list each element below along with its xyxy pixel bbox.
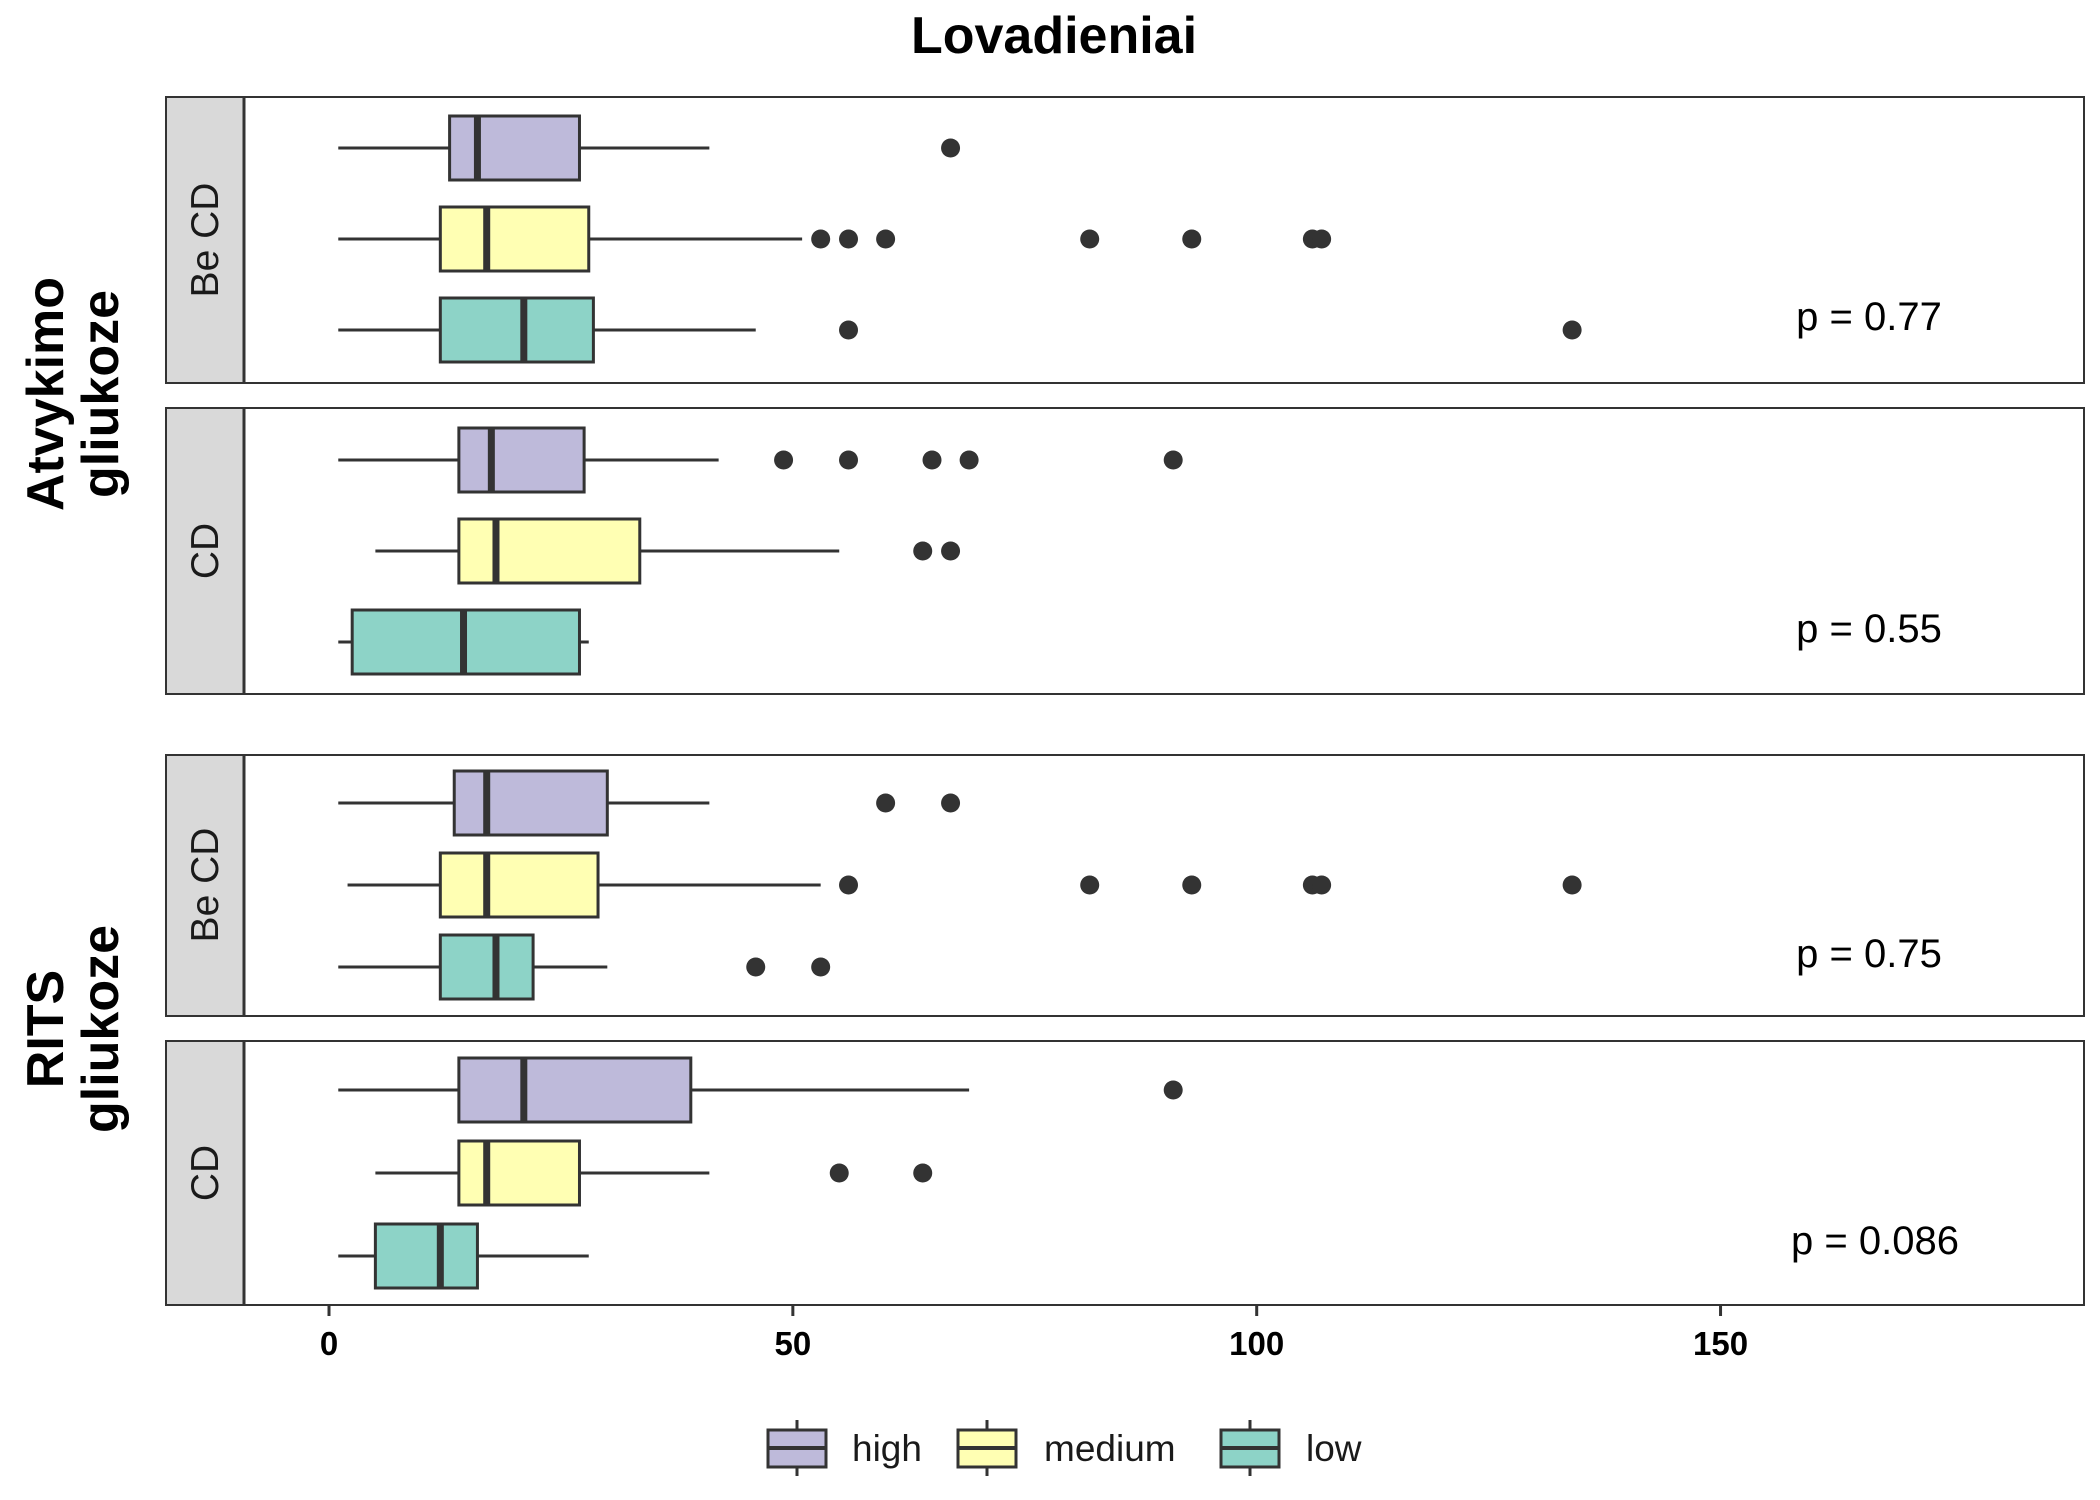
outlier-low-0: [746, 957, 766, 977]
outlier-high-0: [1163, 1080, 1183, 1100]
outlier-high-3: [959, 450, 979, 470]
panel-border: [165, 407, 2085, 695]
outlier-high-0: [941, 138, 961, 158]
panel-rits-cd: CD p = 0.086: [165, 1040, 2085, 1306]
outlier-medium-4: [1182, 229, 1202, 249]
legend-key-high: [766, 1420, 828, 1476]
box-high: [338, 769, 961, 837]
outlier-high-1: [839, 450, 859, 470]
box-iqr-high: [452, 769, 609, 837]
outlier-high-0: [876, 793, 896, 813]
p-value: p = 0.75: [1796, 932, 1942, 976]
p-value: p = 0.55: [1796, 607, 1942, 651]
box-high: [338, 426, 1183, 494]
box-high: [338, 1056, 1183, 1124]
outlier-medium-1: [839, 229, 859, 249]
x-tick-label-50: 50: [774, 1325, 811, 1362]
outlier-medium-0: [913, 541, 933, 561]
box-iqr-low: [438, 933, 535, 1001]
box-iqr-medium: [457, 1139, 581, 1207]
group-label-2-line-1: RITS: [17, 970, 75, 1088]
outlier-low-0: [839, 320, 859, 340]
x-tick-label-0: 0: [320, 1325, 338, 1362]
panel-atvykimo-be-cd: Be CD p = 0.77: [165, 96, 2085, 384]
outlier-medium-0: [811, 229, 831, 249]
strip-label: Be CD: [184, 828, 227, 943]
outlier-medium-1: [1080, 875, 1100, 895]
legend-label-high: high: [852, 1428, 922, 1469]
box-high: [338, 114, 961, 182]
panel-rits-be-cd: Be CD p = 0.75: [165, 754, 2085, 1017]
box-medium: [375, 517, 961, 585]
p-value: p = 0.77: [1796, 295, 1942, 339]
panel-boxes: [338, 1056, 1183, 1290]
box-iqr-high: [457, 426, 586, 494]
panel-border: [165, 754, 2085, 1017]
outlier-high-4: [1163, 450, 1183, 470]
outlier-high-0: [774, 450, 794, 470]
legend-label-medium: medium: [1044, 1428, 1176, 1469]
outlier-high-2: [922, 450, 942, 470]
box-iqr-high: [448, 114, 581, 182]
legend-key-medium: [956, 1420, 1018, 1476]
strip-label: CD: [184, 1145, 227, 1201]
panel-boxes: [338, 769, 1582, 1001]
x-tick-label-150: 150: [1693, 1325, 1748, 1362]
legend: high medium low: [766, 1420, 1362, 1476]
legend-key-low: [1219, 1420, 1281, 1476]
outlier-medium-0: [839, 875, 859, 895]
x-axis: 0 50 100 150: [320, 1305, 1748, 1362]
outlier-medium-0: [829, 1163, 849, 1183]
outlier-low-1: [811, 957, 831, 977]
box-low: [338, 296, 1582, 364]
box-low: [338, 1222, 589, 1290]
panel-border: [165, 96, 2085, 384]
box-medium: [338, 205, 1332, 273]
box-iqr-medium: [438, 205, 591, 273]
outlier-medium-3: [1080, 229, 1100, 249]
panel-border: [165, 1040, 2085, 1306]
box-medium: [375, 1139, 933, 1207]
box-low: [338, 933, 831, 1001]
box-iqr-high: [457, 1056, 693, 1124]
strip-background: [166, 97, 244, 383]
box-iqr-low: [373, 1222, 479, 1290]
outlier-medium-6: [1312, 229, 1332, 249]
strip-background: [166, 755, 244, 1016]
outlier-medium-5: [1562, 875, 1582, 895]
outlier-medium-2: [876, 229, 896, 249]
strip-background: [166, 1041, 244, 1305]
strip-label: Be CD: [184, 183, 227, 298]
panel-atvykimo-cd: CD p = 0.55: [165, 407, 2085, 695]
box-iqr-medium: [457, 517, 642, 585]
outlier-high-1: [941, 793, 961, 813]
group-label-1-line-2: gliukoze: [72, 290, 130, 498]
outlier-low-1: [1562, 320, 1582, 340]
p-value: p = 0.086: [1791, 1219, 1959, 1263]
outlier-medium-4: [1312, 875, 1332, 895]
strip-background: [166, 408, 244, 694]
strip-label: CD: [184, 523, 227, 579]
box-medium: [347, 851, 1582, 919]
group-label-2-line-2: gliukoze: [72, 925, 130, 1133]
outlier-medium-2: [1182, 875, 1202, 895]
outlier-medium-1: [941, 541, 961, 561]
panel-boxes: [338, 114, 1582, 364]
legend-label-low: low: [1306, 1428, 1362, 1469]
box-iqr-medium: [438, 851, 600, 919]
group-label-1-line-1: Atvykimo: [17, 277, 75, 511]
x-tick-label-100: 100: [1229, 1325, 1284, 1362]
box-low: [338, 608, 589, 676]
panel-boxes: [338, 426, 1183, 676]
outlier-medium-1: [913, 1163, 933, 1183]
chart-title: Lovadieniai: [911, 7, 1197, 65]
box-iqr-low: [438, 296, 595, 364]
